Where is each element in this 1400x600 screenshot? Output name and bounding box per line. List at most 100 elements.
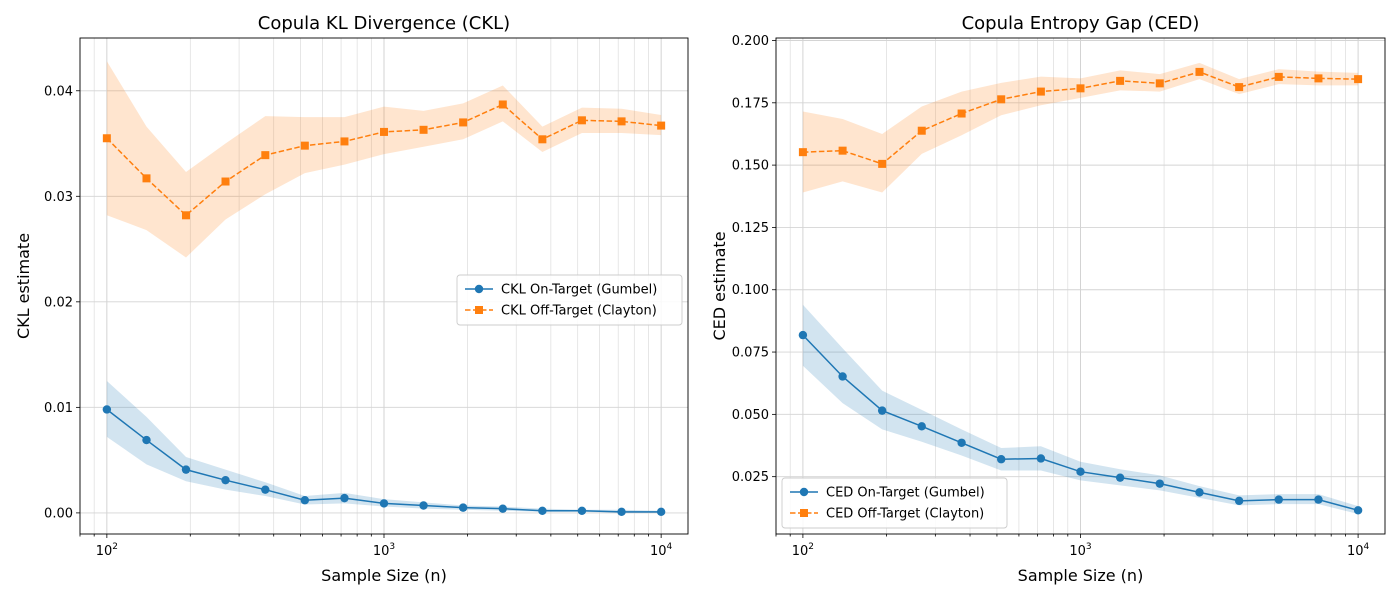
chart0-legend-box bbox=[456, 274, 683, 326]
chart1-series0-point bbox=[1076, 467, 1085, 476]
chart0-series1-point bbox=[498, 100, 507, 109]
chart0-series1-point bbox=[142, 174, 151, 183]
chart0-series1-point bbox=[657, 121, 666, 130]
chart1-legend-label-0: CED On-Target (Gumbel) bbox=[826, 486, 985, 501]
chart0-series0-point bbox=[379, 499, 389, 508]
chart0-series0-confidence-band bbox=[106, 380, 662, 513]
chart0-series1-point bbox=[459, 118, 468, 127]
chart1-y-tick-label: 0.075 bbox=[732, 346, 769, 361]
chart0-x-tick-label: 103 bbox=[373, 542, 395, 559]
chart1-series1-point bbox=[1314, 74, 1323, 83]
chart0-series1-point bbox=[538, 135, 547, 144]
chart0-y-tick-label: 0.00 bbox=[44, 506, 73, 521]
chart1-series1-point bbox=[838, 146, 847, 155]
chart1-series0-point bbox=[798, 330, 808, 340]
chart1-y-tick-label: 0.025 bbox=[732, 470, 769, 485]
chart0-series1-point bbox=[380, 127, 388, 136]
chart1-series0-point bbox=[1234, 496, 1244, 506]
chart1-series0-point bbox=[1274, 495, 1283, 504]
chart1-series1-point bbox=[1036, 87, 1045, 96]
chart0-x-tick-label: 102 bbox=[96, 542, 118, 559]
chart0-y-axis-label: CKL estimate bbox=[14, 233, 33, 339]
chart0-y-tick-label: 0.01 bbox=[44, 401, 73, 416]
chart1-y-tick-label: 0.175 bbox=[732, 96, 769, 111]
chart0-series1-point bbox=[300, 141, 309, 150]
ckl-chart-panel: 102 103 104 0.00 0.01 0.02 0.03 0.04 Copula KL D… bbox=[14, 13, 689, 585]
chart0-y-tick-label: 0.04 bbox=[44, 84, 73, 99]
chart1-legend-label-1: CED Off-Target (Clayton) bbox=[826, 507, 984, 522]
chart0-x-tick-label: 104 bbox=[650, 542, 673, 559]
ced-chart-panel: 102 103 104 0.025 0.050 0.075 0.100 0.125 0.150 0… bbox=[710, 13, 1386, 585]
chart0-series0-point bbox=[181, 465, 191, 474]
chart1-series1-point bbox=[1195, 67, 1204, 76]
chart1-series0-point bbox=[917, 422, 926, 431]
chart1-title: Copula Entropy Gap (CED) bbox=[962, 13, 1200, 34]
chart0-y-tick-label: 0.03 bbox=[44, 190, 73, 205]
chart0-series0-point bbox=[102, 405, 112, 414]
chart1-series1-point bbox=[1076, 84, 1085, 93]
chart1-series1-point bbox=[997, 95, 1006, 104]
chart1-series0-point bbox=[1353, 506, 1363, 515]
chart0-series1-point bbox=[419, 125, 428, 134]
chart1-x-tick-label: 103 bbox=[1069, 542, 1091, 559]
chart1-series1-point bbox=[1274, 72, 1283, 81]
chart1-legend-marker-1 bbox=[800, 509, 808, 517]
chart1-series0-point bbox=[1036, 454, 1046, 463]
chart0-series0-point bbox=[577, 506, 587, 515]
chart0-x-axis-label: Sample Size (n) bbox=[321, 566, 447, 585]
chart1-y-tick-label: 0.125 bbox=[732, 221, 769, 236]
chart0-series1-confidence-band bbox=[106, 61, 662, 258]
chart0-series0-point bbox=[142, 435, 151, 445]
chart0-series1-point bbox=[181, 211, 190, 220]
chart1-series1-point bbox=[1354, 75, 1363, 84]
chart0-series1-point bbox=[102, 134, 111, 143]
chart1-series0-point bbox=[1155, 479, 1164, 488]
chart1-series0-point bbox=[877, 406, 887, 415]
chart1-series0-point bbox=[1195, 488, 1204, 497]
chart1-series1-point bbox=[1155, 79, 1164, 88]
chart0-series0-point bbox=[458, 503, 468, 512]
chart1-y-tick-label: 0.150 bbox=[732, 159, 769, 174]
chart0-series1-point bbox=[577, 116, 586, 125]
chart0-series0-point bbox=[617, 507, 626, 517]
chart0-series0-point bbox=[300, 496, 310, 505]
chart0-series1-point bbox=[261, 151, 270, 160]
chart0-series1-point bbox=[617, 117, 626, 126]
chart0-series0-point bbox=[538, 506, 547, 515]
chart1-series0-point bbox=[1115, 473, 1125, 482]
chart1-series1-point bbox=[957, 109, 966, 118]
chart0-series0-point bbox=[261, 485, 270, 494]
chart1-series0-point bbox=[1314, 495, 1323, 504]
chart1-y-axis-label: CED estimate bbox=[710, 231, 729, 340]
chart0-series0-point bbox=[656, 507, 666, 517]
chart0-series0-point bbox=[340, 493, 349, 503]
chart1-grid bbox=[775, 38, 1385, 534]
chart1-y-tick-label: 0.050 bbox=[732, 408, 769, 423]
chart1-series1-point bbox=[878, 159, 887, 168]
chart1-series1-point bbox=[917, 126, 926, 135]
chart1-x-axis-label: Sample Size (n) bbox=[1018, 566, 1144, 585]
chart1-y-tick-label: 0.100 bbox=[732, 283, 769, 298]
chart0-series0-point bbox=[221, 475, 230, 485]
chart0-legend-marker-1 bbox=[475, 306, 483, 314]
chart0-legend-label-1: CKL Off-Target (Clayton) bbox=[501, 304, 657, 319]
chart1-x-tick-label: 104 bbox=[1347, 542, 1370, 559]
chart1-series1-point bbox=[1116, 76, 1125, 85]
chart1-x-tick-label: 102 bbox=[792, 542, 814, 559]
chart0-legend-label-0: CKL On-Target (Gumbel) bbox=[501, 283, 657, 298]
chart1-series0-point bbox=[838, 372, 847, 381]
chart0-series1-point bbox=[340, 137, 349, 146]
chart1-series0-point bbox=[996, 455, 1006, 464]
chart1-series1-point bbox=[1235, 83, 1244, 92]
chart0-series0-point bbox=[419, 501, 428, 510]
chart1-legend-box bbox=[781, 477, 1008, 529]
chart0-legend: CKL On-Target (Gumbel) CKL Off-Target (Cl… bbox=[456, 274, 683, 326]
chart1-legend-marker-0 bbox=[799, 487, 809, 497]
chart1-legend: CED On-Target (Gumbel) CED Off-Target (Cl… bbox=[781, 477, 1008, 529]
chart1-series1-point bbox=[798, 148, 807, 157]
chart1-y-tick-label: 0.200 bbox=[732, 34, 769, 49]
chart0-series1-point bbox=[221, 177, 230, 186]
chart0-title: Copula KL Divergence (CKL) bbox=[258, 13, 510, 34]
chart0-series0-point bbox=[498, 504, 507, 513]
